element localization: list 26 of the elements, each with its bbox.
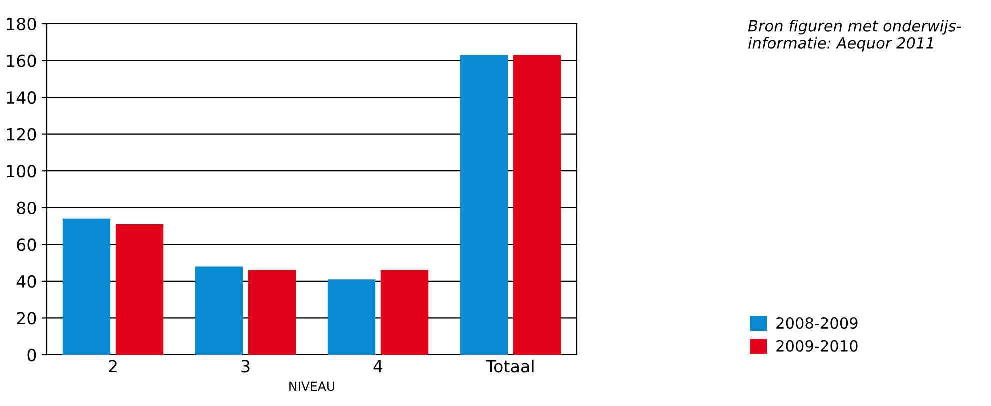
bar: [116, 224, 164, 355]
bar: [460, 55, 508, 355]
bar: [248, 270, 296, 355]
x-tick-label: Totaal: [486, 360, 534, 373]
bar: [195, 266, 244, 355]
bar: [62, 218, 111, 355]
y-tick-label: 0: [28, 348, 36, 362]
y-tick-label: 120: [7, 128, 36, 141]
text: Bron figuren met onderwijs- informatie: Aequor 2011: [748, 20, 962, 52]
y-tick-label: 160: [7, 54, 36, 68]
bar: [513, 55, 562, 355]
bar: [380, 270, 429, 355]
y-tick-label: 100: [7, 165, 36, 178]
y-tick-label: 80: [17, 202, 36, 214]
x-tick-label: 3: [242, 360, 250, 373]
legend-label: 2008-2009: [776, 317, 858, 330]
x-tick-label: 2: [109, 360, 117, 373]
legend-label: 2009-2010: [776, 340, 858, 352]
x-axis-title: NIVEAU: [290, 382, 335, 392]
y-tick-label: 20: [17, 312, 36, 325]
x-tick-label: 4: [374, 360, 383, 373]
bar: [328, 280, 376, 355]
y-tick-label: 60: [17, 238, 36, 252]
y-tick-label: 40: [16, 275, 36, 288]
y-tick-label: 140: [7, 92, 36, 104]
y-tick-label: 180: [7, 18, 36, 31]
